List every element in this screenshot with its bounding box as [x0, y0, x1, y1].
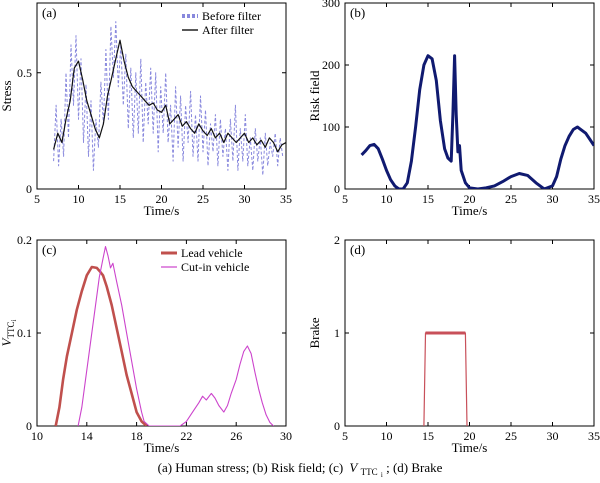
x-tick-label: 20 — [464, 192, 476, 206]
x-tick-label: 10 — [73, 192, 85, 206]
x-tick-label: 10 — [381, 429, 393, 443]
y-tick-label: 0.2 — [17, 233, 32, 247]
series-line-cut-in-vehicle — [77, 245, 274, 426]
series-line — [423, 332, 468, 426]
y-tick-label: 0 — [26, 182, 32, 196]
y-tick-label: 200 — [322, 58, 340, 72]
x-tick-label: 35 — [280, 192, 292, 206]
caption-v: V — [349, 460, 359, 475]
x-tick-label: 35 — [588, 429, 600, 443]
x-axis-label: Time/s — [452, 203, 488, 218]
x-tick-label: 25 — [505, 429, 517, 443]
legend-label: Lead vehicle — [181, 246, 243, 260]
y-axis-label: Risk field — [307, 70, 322, 121]
x-tick-label: 26 — [230, 429, 242, 443]
x-tick-label: 15 — [422, 429, 434, 443]
panel-tag: (b) — [350, 5, 365, 20]
y-tick-label: 300 — [322, 0, 340, 10]
series-line-lead-vehicle — [54, 265, 148, 426]
x-tick-label: 30 — [547, 192, 559, 206]
y-tick-label: 0 — [334, 419, 340, 433]
y-axis-label: Stress — [0, 80, 14, 111]
x-tick-label: 30 — [239, 192, 251, 206]
plot-frame — [344, 239, 595, 427]
x-tick-label: 30 — [547, 429, 559, 443]
y-axis-label-main: V — [0, 336, 14, 346]
legend-label: Before filter — [202, 9, 261, 23]
panel-tag: (c) — [42, 242, 56, 257]
y-tick-label: 1 — [334, 326, 340, 340]
y-tick-label: 0 — [26, 419, 32, 433]
panel-tag: (a) — [42, 5, 56, 20]
chart-panel-1: 5 10 15 20 25 30 35 0 0.5 Time/s Stress (a) Before f… — [0, 2, 292, 218]
chart-panel-2: 5 10 15 20 25 30 35 0 100 200 300 Time/s Risk field (… — [307, 0, 600, 218]
x-tick-label: 20 — [464, 429, 476, 443]
caption-v-subsub: i — [381, 471, 383, 479]
series-line-before-filter — [53, 21, 284, 176]
y-tick-label: 0.1 — [17, 326, 32, 340]
x-tick-label: 25 — [505, 192, 517, 206]
chart-panel-3: 10 14 18 22 26 30 0 0.1 0.2 Time/s VTTCi (c) Lead ve… — [0, 233, 292, 455]
figure-caption: (a) Human stress; (b) Risk field; (c) V … — [158, 460, 443, 480]
x-tick-label: 22 — [180, 429, 192, 443]
caption-v-sub: TTC — [361, 467, 378, 477]
y-axis-label-sub: TTC — [6, 322, 16, 339]
legend-label: Cut-in vehicle — [181, 260, 249, 274]
y-axis-label: Brake — [307, 317, 322, 348]
x-tick-label: 10 — [381, 192, 393, 206]
y-axis-label-subsub: i — [10, 320, 18, 322]
x-tick-label: 15 — [114, 192, 126, 206]
x-axis-label: Time/s — [144, 440, 180, 455]
x-axis-label: Time/s — [452, 440, 488, 455]
series-line-after-filter — [53, 39, 286, 153]
x-tick-label: 5 — [342, 192, 348, 206]
x-tick-label: 30 — [280, 429, 292, 443]
x-tick-label: 14 — [81, 429, 93, 443]
y-tick-label: 0.5 — [17, 66, 32, 80]
caption-text-1: (a) Human stress; (b) Risk field; (c) — [158, 460, 344, 475]
x-tick-label: 10 — [31, 429, 43, 443]
legend-label: After filter — [202, 23, 254, 37]
x-tick-label: 18 — [131, 429, 143, 443]
y-tick-label: 2 — [334, 233, 340, 247]
panel-tag: (d) — [350, 242, 365, 257]
x-tick-label: 15 — [422, 192, 434, 206]
y-axis-label: VTTCi — [0, 320, 18, 347]
x-tick-label: 5 — [342, 429, 348, 443]
y-tick-label: 0 — [334, 182, 340, 196]
y-tick-label: 100 — [322, 120, 340, 134]
x-tick-label: 25 — [197, 192, 209, 206]
caption-text-2: ; (d) Brake — [386, 460, 443, 475]
chart-panel-4: 5 10 15 20 25 30 35 0 1 2 Time/s Brake (d) — [307, 233, 600, 455]
x-tick-label: 35 — [588, 192, 600, 206]
x-tick-label: 20 — [156, 192, 168, 206]
series-line — [360, 54, 594, 189]
x-tick-label: 5 — [34, 192, 40, 206]
x-axis-label: Time/s — [144, 203, 180, 218]
